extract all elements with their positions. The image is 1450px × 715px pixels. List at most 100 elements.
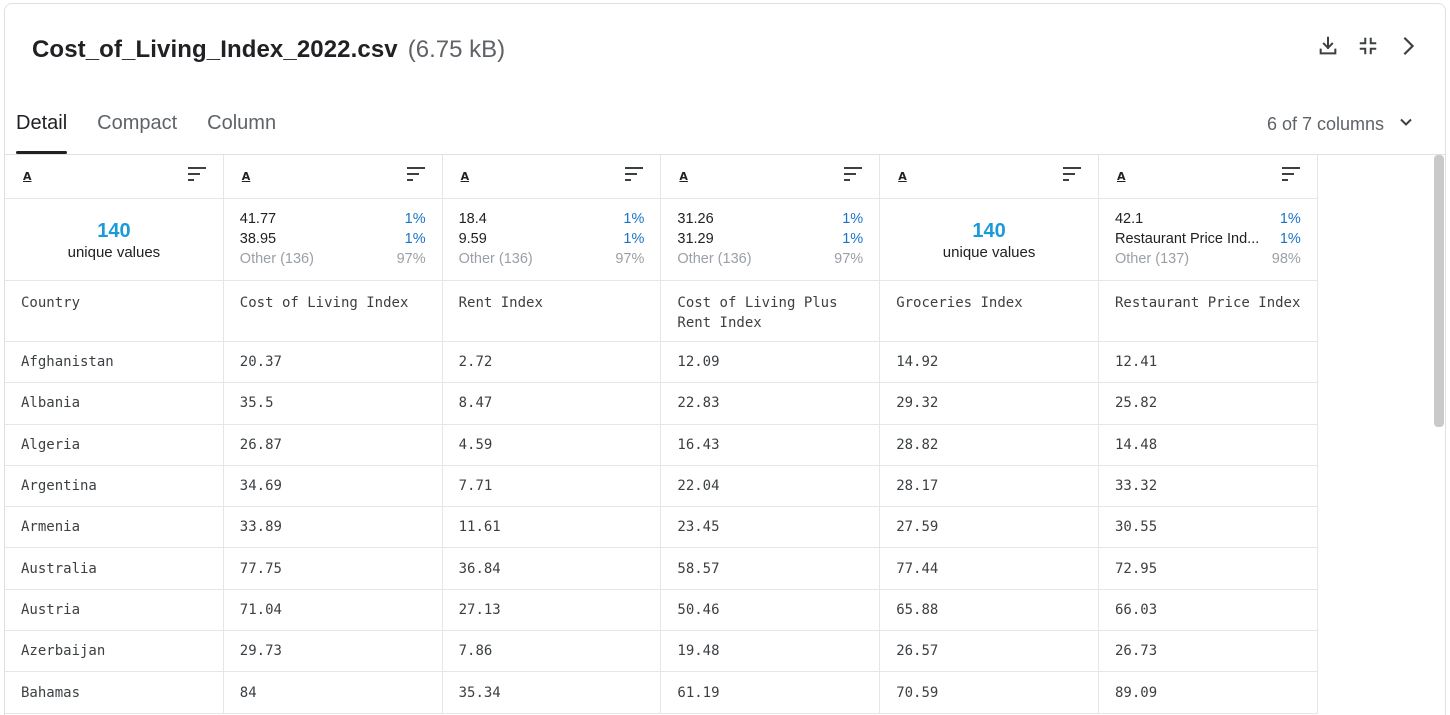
other-values-line: Other (137) 98% bbox=[1115, 249, 1301, 269]
column-count-dropdown[interactable]: 6 of 7 columns bbox=[1267, 114, 1414, 135]
column-stats-cell: 42.1 1% Restaurant Price Ind... 1% Other (13… bbox=[1099, 199, 1318, 280]
top-value-percent: 1% bbox=[842, 211, 864, 227]
sort-icon[interactable] bbox=[1281, 166, 1301, 187]
table-cell: 77.44 bbox=[880, 548, 1099, 589]
table-cell: Argentina bbox=[5, 465, 224, 507]
unique-label: unique values bbox=[942, 244, 1036, 261]
table-cell: 22.04 bbox=[661, 465, 881, 507]
top-value-percent: 1% bbox=[404, 231, 426, 247]
table-cell: 29.73 bbox=[224, 631, 443, 672]
table-cell: 27.13 bbox=[443, 589, 662, 631]
table-cell: 35.5 bbox=[224, 383, 443, 424]
column-type-cell: A bbox=[443, 155, 662, 198]
unique-values-summary: 140 unique values bbox=[5, 199, 223, 280]
table-cell: Afghanistan bbox=[5, 342, 224, 383]
column-header[interactable]: Groceries Index bbox=[880, 281, 1099, 341]
download-icon[interactable] bbox=[1316, 34, 1340, 58]
other-value-percent: 98% bbox=[1271, 251, 1301, 267]
vertical-scrollbar[interactable] bbox=[1434, 155, 1444, 427]
top-value-percent: 1% bbox=[623, 231, 645, 247]
table-cell: Bahamas bbox=[5, 672, 224, 713]
column-type-cell: A bbox=[880, 155, 1099, 198]
tab-detail[interactable]: Detail bbox=[16, 104, 68, 154]
column-type-cell: A bbox=[1099, 155, 1318, 198]
column-header[interactable]: Cost of Living Plus Rent Index bbox=[661, 281, 881, 341]
top-value-percent: 1% bbox=[404, 211, 426, 227]
sort-icon[interactable] bbox=[406, 166, 426, 187]
top-values-summary: 41.77 1% 38.95 1% Other (136) 97% bbox=[224, 199, 442, 269]
other-value: Other (136) bbox=[677, 251, 752, 267]
collapse-icon[interactable] bbox=[1356, 34, 1380, 58]
top-value: 31.26 bbox=[677, 211, 714, 227]
table-cell: 12.41 bbox=[1099, 342, 1318, 383]
top-value: 9.59 bbox=[458, 231, 487, 247]
table-cell: 66.03 bbox=[1099, 589, 1318, 631]
stats-row: 140 unique values 41.77 1% 38.95 1% Other (136… bbox=[5, 199, 1318, 281]
table-row: Argentina 34.69 7.71 22.04 28.17 33.32 bbox=[5, 465, 1318, 508]
string-type-icon: A bbox=[460, 170, 470, 183]
table-cell: 14.48 bbox=[1099, 424, 1318, 465]
column-header[interactable]: Restaurant Price Index bbox=[1099, 281, 1318, 341]
column-header[interactable]: Cost of Living Index bbox=[224, 281, 443, 341]
top-value: 18.4 bbox=[458, 211, 487, 227]
table-row: Australia 77.75 36.84 58.57 77.44 72.95 bbox=[5, 548, 1318, 590]
unique-count: 140 bbox=[97, 220, 131, 242]
table-row: Armenia 33.89 11.61 23.45 27.59 30.55 bbox=[5, 507, 1318, 549]
table-cell: 36.84 bbox=[443, 548, 662, 589]
top-value-percent: 1% bbox=[1279, 231, 1301, 247]
table-cell: 7.86 bbox=[443, 631, 662, 672]
top-value-percent: 1% bbox=[1279, 211, 1301, 227]
sort-icon[interactable] bbox=[1062, 166, 1082, 187]
table-cell: 26.87 bbox=[224, 424, 443, 465]
header-actions bbox=[1316, 34, 1420, 58]
column-header[interactable]: Rent Index bbox=[443, 281, 662, 341]
tab-column[interactable]: Column bbox=[207, 112, 277, 134]
top-value-line: 9.59 1% bbox=[459, 229, 645, 249]
top-value-percent: 1% bbox=[623, 211, 645, 227]
top-values-summary: 42.1 1% Restaurant Price Ind... 1% Other (13… bbox=[1099, 199, 1317, 269]
sort-icon[interactable] bbox=[843, 166, 863, 187]
table-cell: 35.34 bbox=[443, 672, 662, 713]
file-size: (6.75 kB) bbox=[407, 36, 506, 63]
tab-compact[interactable]: Compact bbox=[97, 112, 178, 134]
other-value: Other (136) bbox=[458, 251, 533, 267]
table-cell: 12.09 bbox=[661, 342, 881, 383]
table-cell: 65.88 bbox=[880, 589, 1099, 631]
table-cell: 89.09 bbox=[1099, 672, 1318, 713]
view-tabs: Detail Compact Column bbox=[16, 104, 306, 154]
column-count-label: 6 of 7 columns bbox=[1266, 114, 1384, 134]
chevron-right-icon[interactable] bbox=[1396, 34, 1420, 58]
dataset-preview-card bbox=[4, 3, 1446, 715]
table-row: Azerbaijan 29.73 7.86 19.48 26.57 26.73 bbox=[5, 631, 1318, 673]
other-value-percent: 97% bbox=[396, 251, 426, 267]
table-cell: 2.72 bbox=[443, 342, 662, 383]
unique-values-summary: 140 unique values bbox=[880, 199, 1098, 280]
top-value-percent: 1% bbox=[842, 231, 864, 247]
table-cell: 16.43 bbox=[661, 424, 881, 465]
top-value: Restaurant Price Ind... bbox=[1114, 231, 1260, 247]
column-stats-cell: 41.77 1% 38.95 1% Other (136) 97% bbox=[224, 199, 443, 280]
table-cell: Albania bbox=[5, 383, 224, 424]
column-type-cell: A bbox=[5, 155, 224, 198]
table-cell: 11.61 bbox=[443, 507, 662, 548]
top-value-line: 42.1 1% bbox=[1115, 209, 1301, 229]
table-cell: 26.57 bbox=[880, 631, 1099, 672]
other-values-line: Other (136) 97% bbox=[459, 249, 645, 269]
table-cell: 25.82 bbox=[1099, 383, 1318, 424]
column-header[interactable]: Country bbox=[5, 281, 224, 341]
table-cell: 4.59 bbox=[443, 424, 662, 465]
table-cell: 33.32 bbox=[1099, 465, 1318, 507]
sort-icon[interactable] bbox=[624, 166, 644, 187]
column-stats-cell: 31.26 1% 31.29 1% Other (136) 97% bbox=[661, 199, 881, 280]
header-divider bbox=[4, 154, 1446, 155]
table-cell: 34.69 bbox=[224, 465, 443, 507]
sort-icon[interactable] bbox=[187, 166, 207, 187]
top-values-summary: 31.26 1% 31.29 1% Other (136) 97% bbox=[661, 199, 879, 269]
table-cell: 26.73 bbox=[1099, 631, 1318, 672]
data-table: A A A A A A 140 unique values 41.77 1% 38.95 1% Oth… bbox=[5, 155, 1318, 714]
table-cell: 28.82 bbox=[880, 424, 1099, 465]
table-cell: 70.59 bbox=[880, 672, 1099, 713]
table-cell: 19.48 bbox=[661, 631, 881, 672]
table-cell: Azerbaijan bbox=[5, 631, 224, 672]
